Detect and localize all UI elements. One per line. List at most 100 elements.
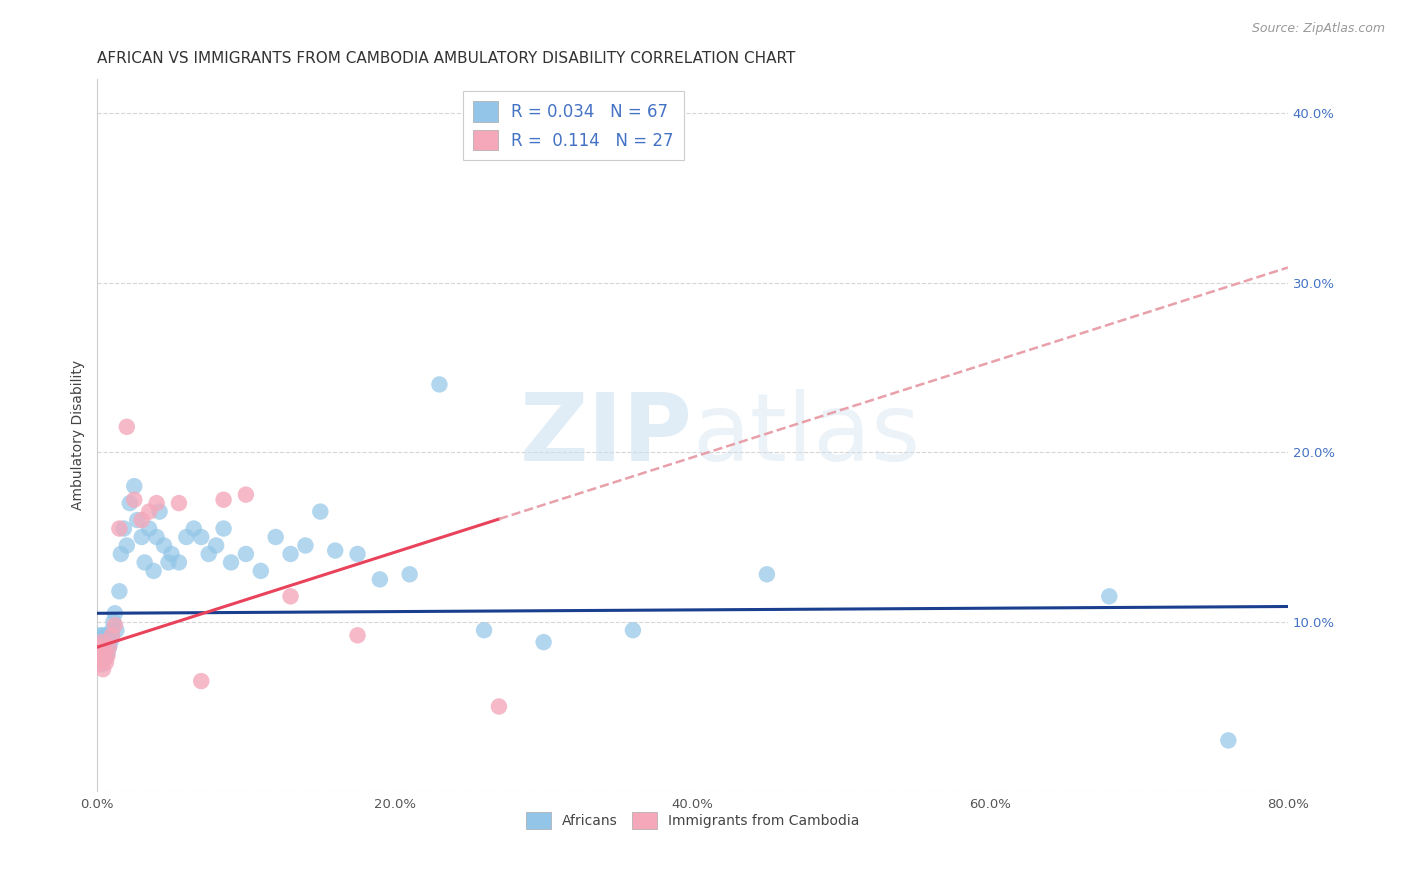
Immigrants from Cambodia: [212, 492, 235, 507]
Immigrants from Cambodia: [87, 657, 110, 672]
Africans: [89, 635, 111, 649]
Africans: [89, 628, 111, 642]
Africans: [148, 505, 170, 519]
Immigrants from Cambodia: [346, 628, 368, 642]
Africans: [104, 607, 127, 621]
Africans: [89, 652, 111, 666]
Africans: [90, 632, 112, 646]
Africans: [134, 556, 156, 570]
Immigrants from Cambodia: [104, 618, 127, 632]
Africans: [101, 624, 124, 638]
Africans: [122, 479, 145, 493]
Africans: [93, 652, 115, 666]
Africans: [294, 539, 316, 553]
Africans: [100, 635, 122, 649]
Immigrants from Cambodia: [167, 496, 190, 510]
Africans: [138, 522, 160, 536]
Africans: [167, 556, 190, 570]
Africans: [91, 628, 114, 642]
Immigrants from Cambodia: [89, 652, 111, 666]
Text: atlas: atlas: [693, 389, 921, 482]
Immigrants from Cambodia: [89, 640, 111, 655]
Africans: [235, 547, 257, 561]
Africans: [108, 584, 131, 599]
Africans: [89, 643, 111, 657]
Africans: [87, 640, 110, 655]
Africans: [212, 522, 235, 536]
Africans: [105, 624, 128, 638]
Africans: [94, 648, 117, 663]
Africans: [87, 632, 110, 646]
Africans: [96, 628, 118, 642]
Africans: [249, 564, 271, 578]
Text: ZIP: ZIP: [520, 389, 693, 482]
Legend: Africans, Immigrants from Cambodia: Africans, Immigrants from Cambodia: [520, 806, 865, 834]
Africans: [87, 648, 110, 663]
Africans: [142, 564, 165, 578]
Immigrants from Cambodia: [87, 645, 110, 659]
Immigrants from Cambodia: [90, 648, 112, 663]
Immigrants from Cambodia: [93, 652, 115, 666]
Immigrants from Cambodia: [108, 522, 131, 536]
Africans: [90, 645, 112, 659]
Africans: [197, 547, 219, 561]
Africans: [368, 573, 391, 587]
Africans: [205, 539, 228, 553]
Africans: [145, 530, 167, 544]
Africans: [96, 645, 118, 659]
Immigrants from Cambodia: [90, 635, 112, 649]
Y-axis label: Ambulatory Disability: Ambulatory Disability: [72, 360, 86, 510]
Africans: [93, 643, 115, 657]
Africans: [264, 530, 287, 544]
Text: AFRICAN VS IMMIGRANTS FROM CAMBODIA AMBULATORY DISABILITY CORRELATION CHART: AFRICAN VS IMMIGRANTS FROM CAMBODIA AMBU…: [97, 51, 796, 66]
Africans: [309, 505, 332, 519]
Immigrants from Cambodia: [93, 643, 115, 657]
Africans: [90, 657, 112, 672]
Africans: [103, 615, 125, 629]
Africans: [429, 377, 451, 392]
Africans: [115, 539, 138, 553]
Africans: [93, 635, 115, 649]
Immigrants from Cambodia: [280, 590, 302, 604]
Africans: [101, 628, 124, 642]
Africans: [621, 624, 644, 638]
Africans: [346, 547, 368, 561]
Africans: [472, 624, 495, 638]
Immigrants from Cambodia: [96, 648, 118, 663]
Africans: [1098, 590, 1121, 604]
Africans: [183, 522, 205, 536]
Africans: [112, 522, 135, 536]
Africans: [97, 640, 120, 655]
Immigrants from Cambodia: [190, 674, 212, 689]
Africans: [118, 496, 141, 510]
Immigrants from Cambodia: [138, 505, 160, 519]
Immigrants from Cambodia: [145, 496, 167, 510]
Africans: [94, 637, 117, 651]
Africans: [280, 547, 302, 561]
Immigrants from Cambodia: [101, 628, 124, 642]
Africans: [190, 530, 212, 544]
Africans: [1218, 733, 1240, 747]
Africans: [157, 556, 180, 570]
Africans: [755, 567, 778, 582]
Africans: [110, 547, 132, 561]
Text: Source: ZipAtlas.com: Source: ZipAtlas.com: [1251, 22, 1385, 36]
Africans: [533, 635, 555, 649]
Africans: [176, 530, 198, 544]
Africans: [160, 547, 183, 561]
Africans: [323, 543, 346, 558]
Immigrants from Cambodia: [115, 420, 138, 434]
Immigrants from Cambodia: [488, 699, 510, 714]
Immigrants from Cambodia: [97, 640, 120, 655]
Africans: [398, 567, 420, 582]
Immigrants from Cambodia: [122, 492, 145, 507]
Africans: [219, 556, 242, 570]
Immigrants from Cambodia: [94, 656, 117, 670]
Africans: [127, 513, 149, 527]
Africans: [153, 539, 176, 553]
Africans: [131, 530, 153, 544]
Immigrants from Cambodia: [91, 662, 114, 676]
Immigrants from Cambodia: [235, 488, 257, 502]
Africans: [91, 640, 114, 655]
Immigrants from Cambodia: [131, 513, 153, 527]
